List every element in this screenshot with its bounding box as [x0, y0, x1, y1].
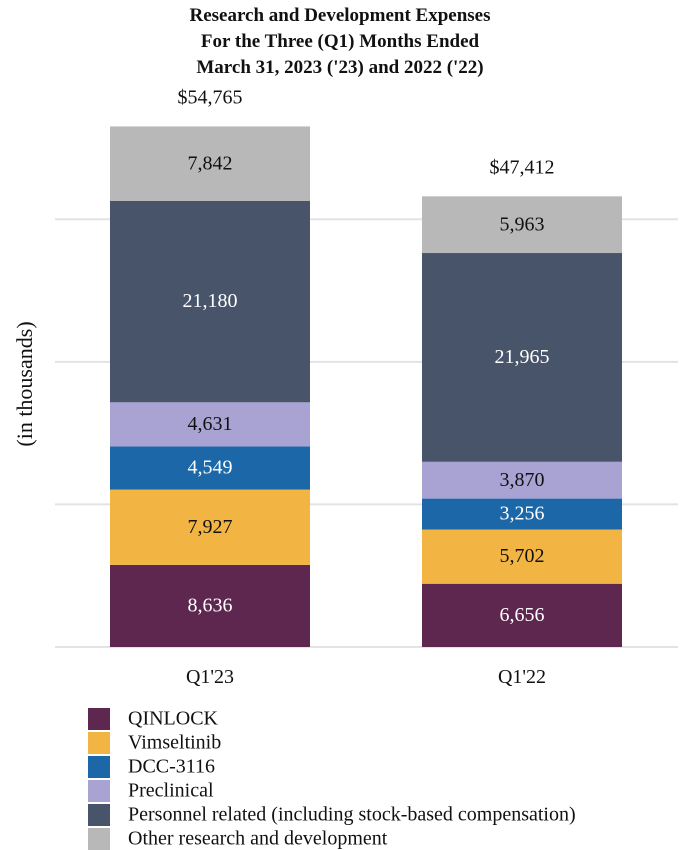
bar-segment-1-5 — [422, 196, 622, 254]
legend-swatch-3 — [88, 780, 110, 802]
bar-segment-0-5 — [110, 126, 310, 201]
bar-segment-0-2 — [110, 446, 310, 490]
segment-label-1-1: 5,702 — [500, 545, 545, 567]
segment-label-0-0: 8,636 — [188, 595, 233, 617]
segment-label-0-2: 4,549 — [188, 457, 233, 479]
legend-label-1: Vimseltinib — [128, 732, 221, 754]
legend-swatch-0 — [88, 708, 110, 730]
segment-label-0-5: 7,842 — [188, 152, 233, 174]
x-tick-label-1: Q1'22 — [498, 666, 546, 688]
x-tick-label-0: Q1'23 — [186, 666, 234, 688]
legend-label-3: Preclinical — [128, 780, 214, 802]
legend-label-5: Other research and development — [128, 828, 388, 850]
legend-swatch-1 — [88, 732, 110, 754]
bar-segment-1-2 — [422, 498, 622, 530]
legend-label-0: QINLOCK — [128, 708, 219, 730]
segment-label-1-2: 3,256 — [500, 503, 545, 525]
bar-segment-0-3 — [110, 402, 310, 447]
bar-segment-0-1 — [110, 489, 310, 565]
legend-swatch-4 — [88, 804, 110, 826]
bar-segment-0-0 — [110, 564, 310, 647]
total-label-1: $47,412 — [490, 156, 555, 178]
segment-label-0-4: 21,180 — [183, 290, 238, 312]
legend: QINLOCKVimseltinibDCC-3116PreclinicalPer… — [88, 708, 576, 850]
bar-segment-1-1 — [422, 529, 622, 584]
legend-swatch-2 — [88, 756, 110, 778]
y-axis-label: (in thousands) — [12, 321, 37, 446]
legend-label-2: DCC-3116 — [128, 756, 215, 778]
x-axis-ticks: Q1'23 Q1'22 — [186, 666, 546, 688]
bar-segment-1-0 — [422, 583, 622, 647]
bar-segment-1-3 — [422, 461, 622, 499]
bar-segment-0-4 — [110, 200, 310, 403]
legend-label-4: Personnel related (including stock-based… — [128, 804, 576, 826]
total-label-0: $54,765 — [178, 86, 243, 108]
chart-title-line-3: March 31, 2023 ('23) and 2022 ('22) — [196, 57, 483, 78]
segment-label-1-5: 5,963 — [500, 213, 545, 235]
segment-label-0-3: 4,631 — [188, 413, 233, 435]
bar-segment-1-4 — [422, 253, 622, 462]
segment-label-1-3: 3,870 — [500, 469, 545, 491]
chart-title: Research and Development Expenses For th… — [189, 5, 490, 78]
bars — [110, 126, 622, 647]
segment-label-1-4: 21,965 — [495, 346, 550, 368]
segment-label-0-1: 7,927 — [188, 516, 233, 538]
legend-swatch-5 — [88, 828, 110, 850]
chart-title-line-1: Research and Development Expenses — [189, 5, 490, 26]
data-labels: 8,636 7,927 4,549 4,631 21,180 7,842 $54,765 6,… — [178, 86, 555, 626]
segment-label-1-0: 6,656 — [500, 604, 545, 626]
chart-title-line-2: For the Three (Q1) Months Ended — [201, 31, 480, 52]
